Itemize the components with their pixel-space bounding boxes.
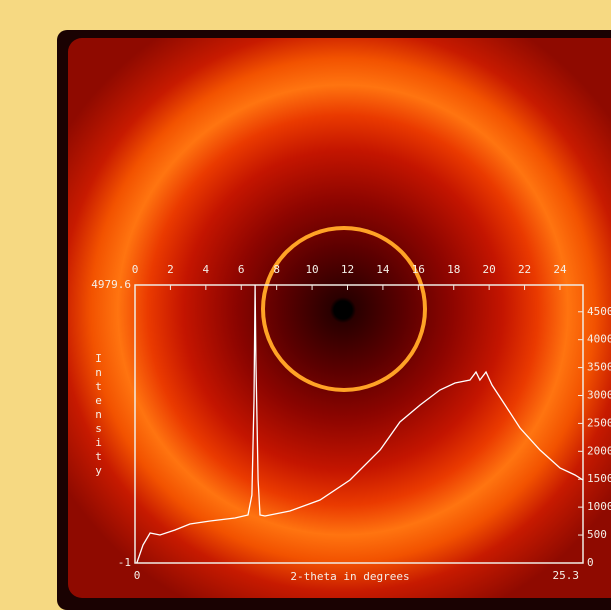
intensity-line (137, 285, 583, 563)
x-tick-label: 18 (447, 263, 460, 276)
ring-marker (263, 228, 425, 390)
y2-tick-label: 500 (587, 528, 607, 541)
x-tick-label: 16 (412, 263, 425, 276)
y2-tick-label: 1000 (587, 500, 611, 513)
y2-tick-label: 3500 (587, 361, 611, 374)
x-min-label: 0 (134, 569, 141, 582)
y2-tick-label: 2500 (587, 416, 611, 429)
y-min-label: -1 (118, 556, 131, 569)
x-tick-label: 4 (203, 263, 210, 276)
x-tick-label: 0 (132, 263, 139, 276)
x-tick-label: 12 (341, 263, 354, 276)
x-tick-label: 22 (518, 263, 531, 276)
y-max-label: 4979.6 (91, 278, 131, 291)
x-max-label: 25.3 (553, 569, 580, 582)
y2-tick-label: 2000 (587, 444, 611, 457)
y2-tick-label: 4500 (587, 305, 611, 318)
plot-frame (135, 285, 583, 563)
x-tick-label: 20 (483, 263, 496, 276)
x-tick-label: 2 (167, 263, 174, 276)
y2-tick-label: 3000 (587, 388, 611, 401)
x-tick-label: 8 (273, 263, 280, 276)
x-tick-label: 14 (376, 263, 390, 276)
x-axis-label: 2-theta in degrees (290, 570, 409, 583)
x-tick-label: 6 (238, 263, 245, 276)
y-axis-label: Intensity (92, 352, 105, 478)
y2-tick-label: 0 (587, 556, 594, 569)
x-tick-label: 24 (553, 263, 567, 276)
x-tick-label: 10 (305, 263, 318, 276)
y2-tick-label: 4000 (587, 333, 611, 346)
y2-tick-label: 1500 (587, 472, 611, 485)
